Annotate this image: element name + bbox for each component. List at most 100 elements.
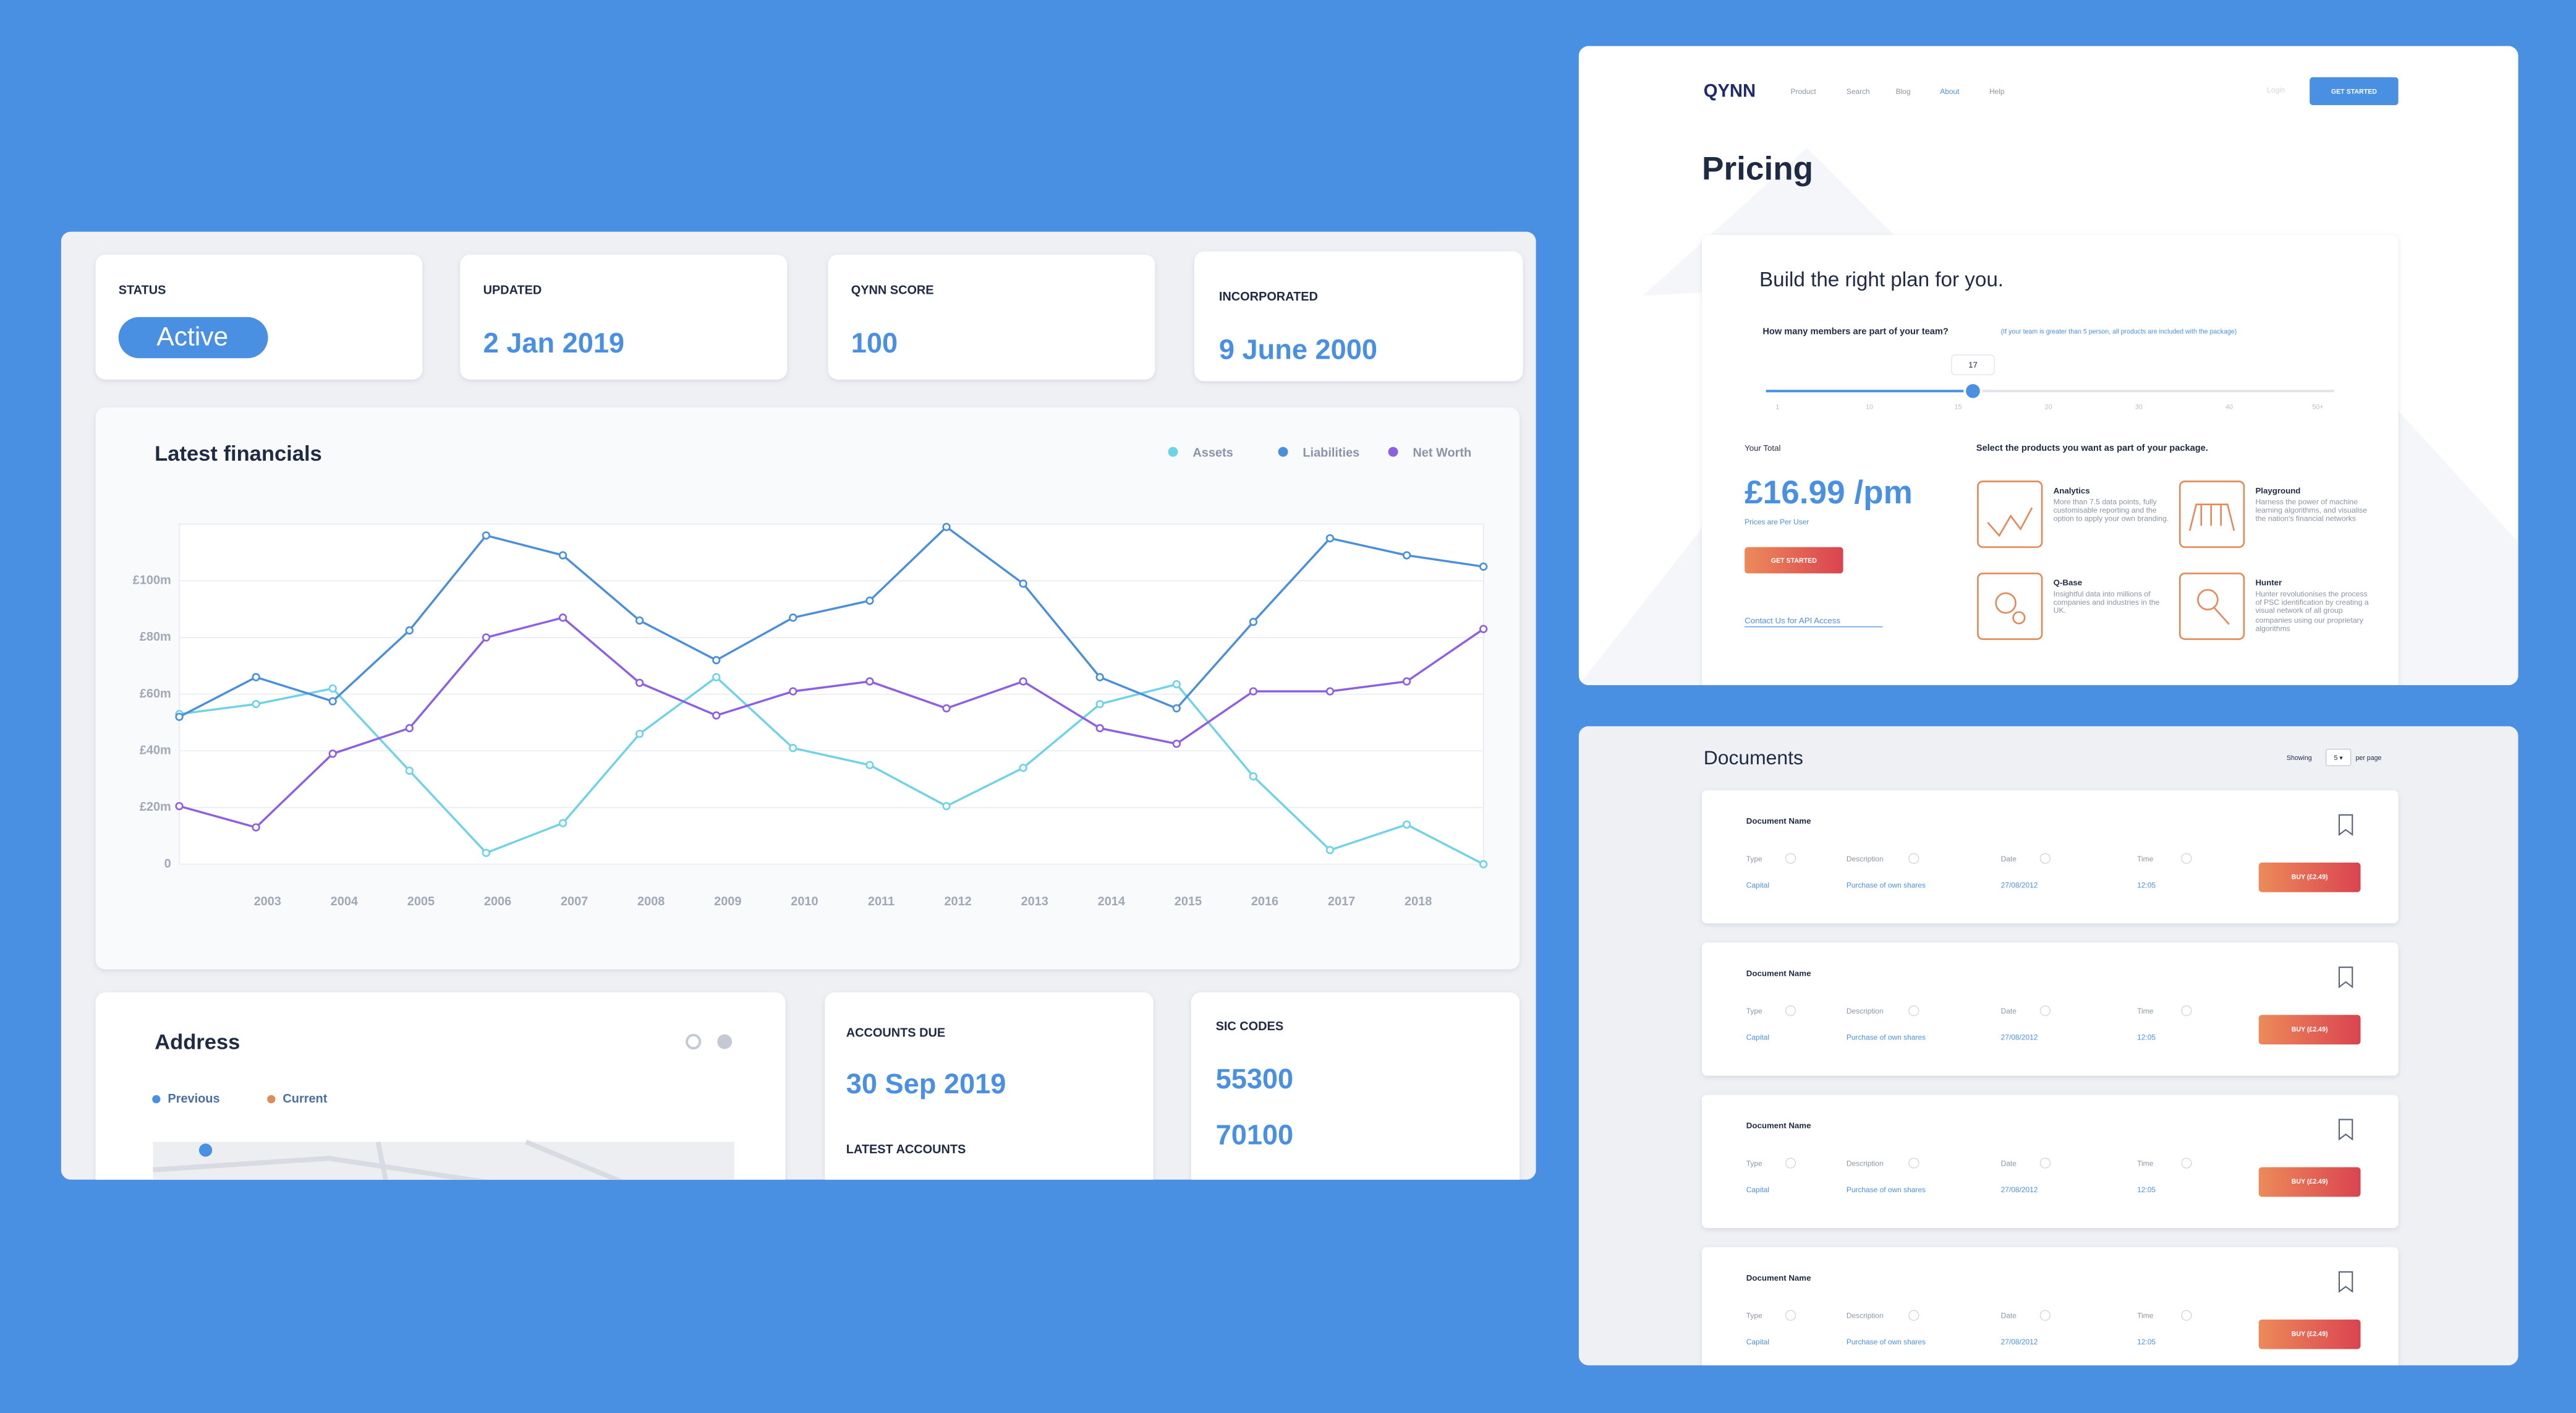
- legend-label: Liabilities: [1303, 446, 1359, 460]
- header-button[interactable]: [2310, 77, 2399, 106]
- column-value: Capital: [1746, 1185, 1769, 1194]
- buy-button[interactable]: [2258, 862, 2361, 892]
- info-icon: [1908, 1005, 1919, 1017]
- select[interactable]: [2326, 748, 2352, 766]
- data-point: [1479, 625, 1488, 633]
- column-value: Purchase of own shares: [1847, 1338, 1926, 1346]
- column-value: 27/08/2012: [2001, 1033, 2038, 1042]
- data-point: [789, 687, 797, 696]
- data-point: [1402, 820, 1411, 829]
- data-point: [328, 684, 337, 693]
- data-point: [865, 596, 874, 605]
- data-point: [635, 730, 644, 738]
- column-value: Capital: [1746, 1033, 1769, 1042]
- buy-button[interactable]: [2258, 1015, 2361, 1045]
- buy-button[interactable]: [2258, 1319, 2361, 1349]
- data-point: [712, 673, 721, 681]
- column-header: Time: [2137, 1159, 2153, 1168]
- column-value: Capital: [1746, 1338, 1769, 1346]
- x-tick-label: 2003: [254, 895, 281, 908]
- nav-link[interactable]: Search: [1847, 87, 1870, 96]
- slider-knob[interactable]: [1963, 382, 1983, 401]
- button[interactable]: [1745, 547, 1843, 574]
- info-icon: [2181, 1005, 2192, 1017]
- column-value: Capital: [1746, 881, 1769, 889]
- bookmark-icon[interactable]: [2338, 814, 2353, 836]
- x-tick-label: 2013: [1021, 895, 1048, 908]
- card: [460, 254, 788, 380]
- legend-label: Current: [283, 1092, 327, 1106]
- api-link[interactable]: Contact Us for API Access: [1745, 616, 1840, 625]
- document-name: Document Name: [1746, 816, 1811, 826]
- button-label: GET STARTED: [2331, 88, 2377, 96]
- x-tick-label: 2016: [1251, 895, 1278, 908]
- data-point: [1172, 704, 1181, 713]
- series-line: [179, 675, 1484, 866]
- status-value: Active: [156, 323, 228, 352]
- card-label: INCORPORATED: [1219, 290, 1318, 304]
- data-point: [865, 761, 874, 769]
- column-header: Time: [2137, 1312, 2153, 1320]
- products-label: Select the products you want as part of …: [1976, 443, 2208, 453]
- legend-label: Previous: [168, 1092, 219, 1106]
- button-label: BUY (£2.49): [2292, 1178, 2328, 1185]
- data-point: [328, 749, 337, 758]
- legend-label: Assets: [1192, 446, 1233, 460]
- nav-link[interactable]: About: [1940, 87, 1960, 96]
- product-description-text: More than 7.5 data points, fully customi…: [2053, 498, 2169, 523]
- data-point: [1325, 846, 1335, 855]
- legend-dot: [267, 1095, 276, 1104]
- nav-link[interactable]: Product: [1791, 87, 1817, 96]
- data-point: [405, 766, 414, 775]
- y-tick-label: £100m: [133, 574, 171, 587]
- column-value: Purchase of own shares: [1847, 1185, 1926, 1194]
- button-label: BUY (£2.49): [2292, 1026, 2328, 1033]
- info-icon: [1785, 1005, 1796, 1017]
- card-label: STATUS: [119, 284, 166, 297]
- product-name: Hunter: [2255, 578, 2282, 587]
- slider-tick: 1: [1775, 404, 1779, 411]
- login-link[interactable]: Login: [2267, 85, 2285, 94]
- data-point: [175, 712, 184, 721]
- button-label: GET STARTED: [1771, 557, 1817, 565]
- nav-link[interactable]: Blog: [1896, 87, 1911, 96]
- card-label: UPDATED: [483, 284, 542, 297]
- product-name: Analytics: [2054, 486, 2090, 495]
- button-label: BUY (£2.49): [2292, 874, 2328, 881]
- series-line: [179, 525, 1484, 718]
- data-point: [1095, 724, 1104, 733]
- data-point: [1325, 687, 1335, 696]
- nav-link[interactable]: Help: [1989, 87, 2005, 96]
- pricing-card: [1702, 234, 2399, 685]
- document-name: Document Name: [1746, 1273, 1811, 1283]
- card: [825, 992, 1154, 1180]
- info-icon: [1785, 1158, 1796, 1169]
- bookmark-icon[interactable]: [2338, 967, 2353, 989]
- card: [1191, 992, 1520, 1180]
- info-icon: [1908, 1310, 1919, 1321]
- x-tick-label: 2008: [637, 895, 665, 908]
- data-point: [558, 819, 567, 827]
- product-name: Playground: [2255, 486, 2300, 495]
- data-point: [558, 551, 567, 560]
- info-icon: [1785, 853, 1796, 864]
- data-point: [405, 626, 414, 635]
- info-icon: [1785, 1310, 1796, 1321]
- slider-tick: 40: [2225, 404, 2233, 411]
- info-icon: [2039, 1005, 2051, 1017]
- product-description: More than 7.5 data points, fully customi…: [2053, 498, 2169, 523]
- data-point: [1402, 551, 1411, 560]
- data-point: [942, 523, 951, 531]
- buy-button[interactable]: [2258, 1167, 2361, 1197]
- column-value: 27/08/2012: [2001, 1338, 2038, 1346]
- bookmark-icon[interactable]: [2338, 1119, 2353, 1141]
- column-header: Description: [1847, 1312, 1884, 1320]
- info-icon: [2181, 853, 2192, 864]
- card-title: Build the right plan for you.: [1759, 268, 2004, 291]
- bookmark-icon[interactable]: [2338, 1271, 2353, 1293]
- data-point: [252, 673, 260, 681]
- legend-dot: [1388, 446, 1398, 457]
- card: [828, 254, 1155, 380]
- slider-tick: 50+: [2312, 404, 2323, 411]
